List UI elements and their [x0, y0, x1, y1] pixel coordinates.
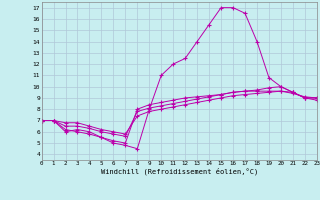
X-axis label: Windchill (Refroidissement éolien,°C): Windchill (Refroidissement éolien,°C): [100, 168, 258, 175]
